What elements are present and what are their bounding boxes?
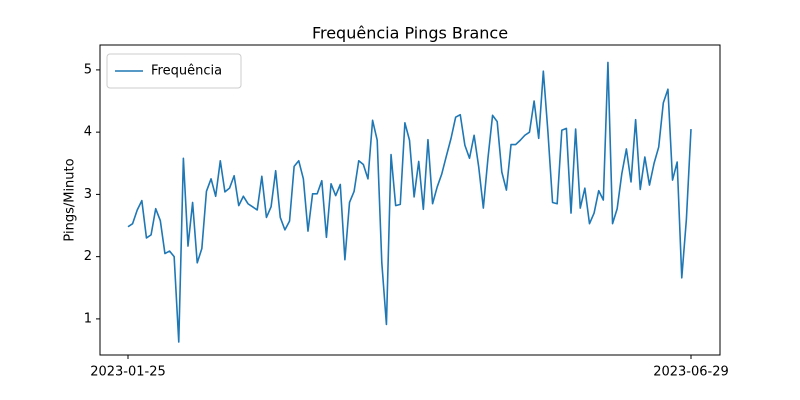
data-line [127, 61, 692, 343]
legend-box [106, 53, 242, 89]
x-tick-label: 2023-01-25 [90, 365, 166, 380]
y-tick-label: 4 [84, 125, 92, 140]
x-tick-label: 2023-06-29 [653, 365, 729, 380]
legend-label: Frequência [151, 64, 222, 79]
y-axis-label: Pings/Minuto [63, 158, 78, 241]
y-tick-label: 1 [84, 311, 92, 326]
y-tick-label: 3 [84, 187, 92, 202]
y-tick-label: 2 [84, 249, 92, 264]
y-tick-label: 5 [84, 62, 92, 77]
plot-frame [99, 44, 721, 356]
chart-title: Frequência Pings Brance [312, 24, 508, 43]
